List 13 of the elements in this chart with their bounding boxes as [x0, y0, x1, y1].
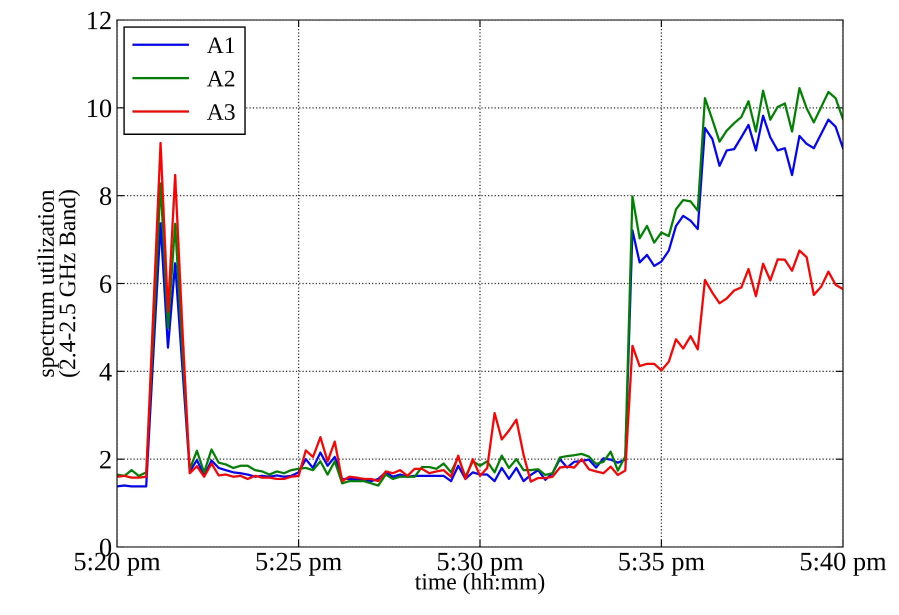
- legend-label: A2: [206, 70, 234, 86]
- legend-label: A3: [206, 104, 235, 120]
- legend-label: A1: [206, 37, 234, 54]
- y-tick-label: 6: [100, 275, 112, 293]
- y-tick-label: 4: [99, 363, 112, 380]
- x-tick-label: 5:35 pm: [619, 552, 705, 576]
- y-tick-label: 8: [100, 187, 112, 206]
- y-tick-label: 10: [88, 99, 112, 118]
- x-tick-label: 5:25 pm: [256, 552, 342, 576]
- y-tick-label: 2: [100, 450, 111, 468]
- x-tick-label: 5:40 pm: [800, 552, 886, 576]
- y-tick-label: 12: [88, 12, 111, 30]
- y-axis-title: spectrum utilization (2.4-2.5 GHz Band): [37, 190, 80, 377]
